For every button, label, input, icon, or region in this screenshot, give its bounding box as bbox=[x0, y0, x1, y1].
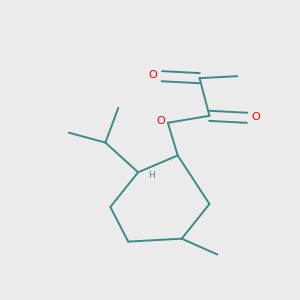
Text: H: H bbox=[148, 171, 155, 180]
Text: O: O bbox=[251, 112, 260, 122]
Text: O: O bbox=[148, 70, 157, 80]
Text: O: O bbox=[156, 116, 165, 126]
